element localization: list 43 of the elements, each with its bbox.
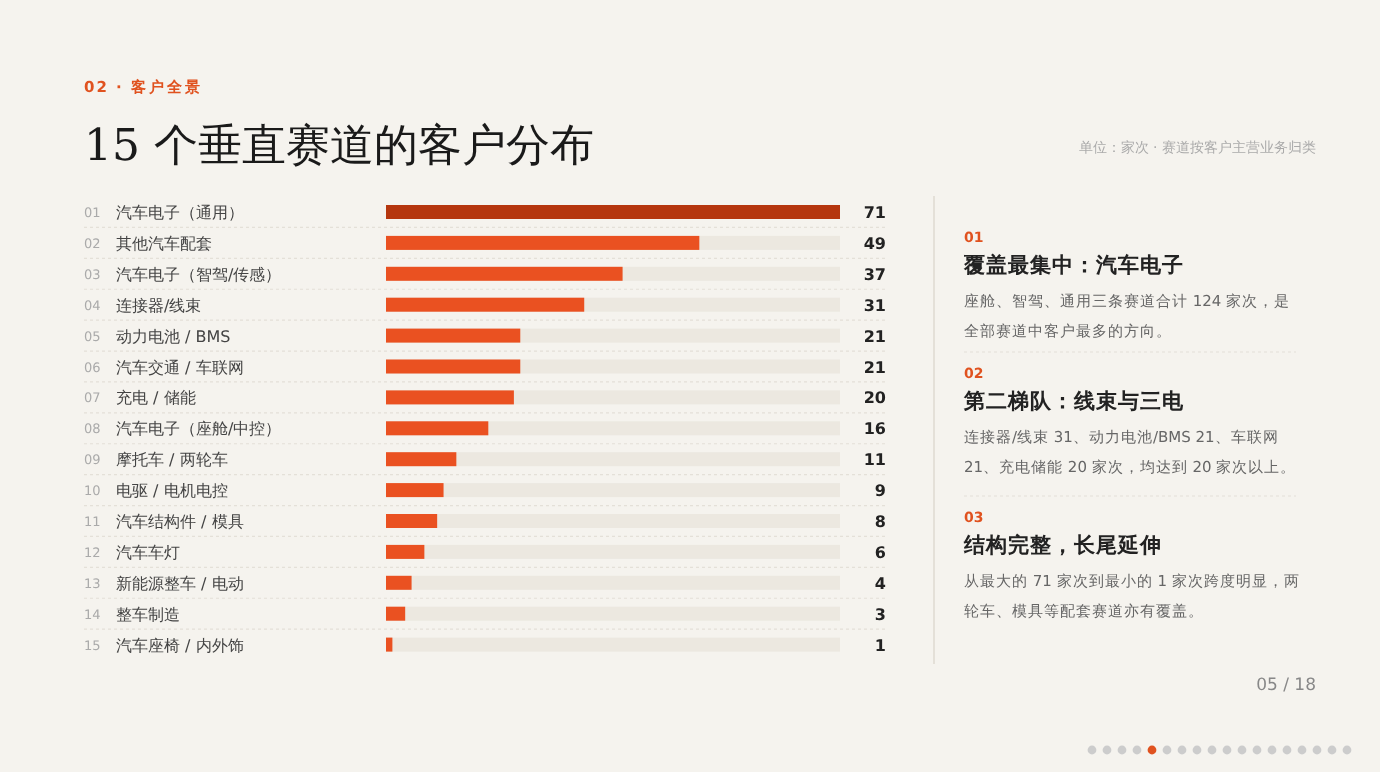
y-tick-label: 摩托车 / 两轮车 bbox=[116, 451, 228, 470]
y-tick-label: 整车制造 bbox=[116, 605, 180, 624]
data-label: 9 bbox=[874, 482, 887, 501]
y-tick-label: 动力电池 / BMS bbox=[116, 327, 231, 346]
data-label: 3 bbox=[874, 605, 886, 624]
bar bbox=[386, 452, 457, 467]
data-label: 1 bbox=[874, 636, 887, 655]
data-label: 37 bbox=[863, 265, 886, 284]
data-label: 20 bbox=[863, 389, 887, 408]
bar bbox=[386, 483, 444, 498]
y-tick-label: 汽车车灯 bbox=[116, 543, 180, 562]
y-tick-label: 汽车电子（智驾/传感） bbox=[116, 265, 282, 284]
y-tick-label: 汽车座椅 / 内外饰 bbox=[116, 636, 244, 655]
data-label: 11 bbox=[863, 451, 887, 470]
data-label: 16 bbox=[863, 420, 887, 439]
y-tick-label: 汽车电子（座舱/中控） bbox=[116, 420, 282, 439]
y-tick-label: 汽车交通 / 车联网 bbox=[116, 358, 244, 377]
y-tick-label: 汽车电子（通用） bbox=[116, 204, 244, 222]
data-label: 49 bbox=[863, 234, 887, 253]
bar bbox=[386, 544, 425, 559]
bar bbox=[386, 637, 393, 652]
y-tick-label: 连接器/线束 bbox=[116, 296, 202, 315]
data-label: 21 bbox=[863, 327, 887, 346]
data-label: 6 bbox=[874, 543, 887, 562]
bar bbox=[386, 421, 489, 436]
bar bbox=[386, 575, 412, 590]
y-tick-label: 新能源整车 / 电动 bbox=[116, 574, 244, 593]
text: 05 / 18 bbox=[1256, 676, 1316, 696]
data-label: 71 bbox=[863, 204, 887, 222]
chart-title: 15 个垂直赛道的客户分布 bbox=[84, 120, 594, 176]
data-label: 4 bbox=[874, 574, 887, 593]
bar bbox=[386, 514, 438, 528]
text: 覆盖最集中：汽车电子 bbox=[964, 252, 1186, 280]
bar bbox=[386, 606, 406, 621]
y-tick-label: 电驱 / 电机电控 bbox=[116, 482, 228, 501]
y-tick-label: 充电 / 储能 bbox=[116, 389, 196, 408]
text: 结构完整，长尾延伸 bbox=[964, 532, 1164, 560]
y-tick-label: 汽车结构件 / 模具 bbox=[116, 513, 244, 531]
y-tick-label: 其他汽车配套 bbox=[116, 234, 212, 253]
data-label: 31 bbox=[863, 296, 887, 315]
text: 第二梯队：线束与三电 bbox=[964, 388, 1186, 416]
data-label: 21 bbox=[863, 358, 887, 377]
data-label: 8 bbox=[874, 513, 887, 531]
